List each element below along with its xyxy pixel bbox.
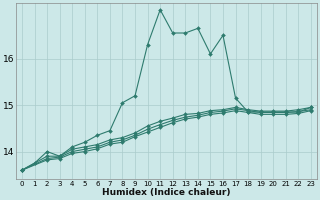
X-axis label: Humidex (Indice chaleur): Humidex (Indice chaleur) (102, 188, 231, 197)
